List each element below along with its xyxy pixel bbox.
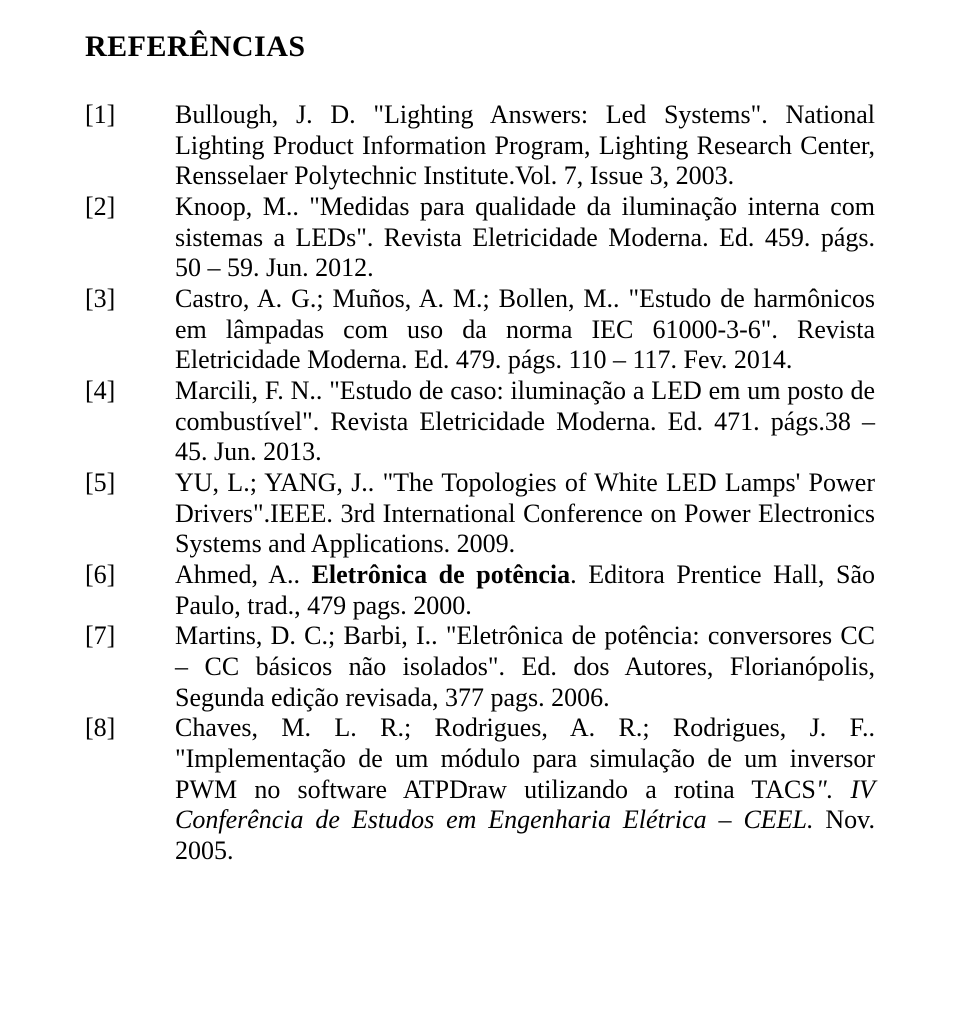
ref-entry: YU, L.; YANG, J.. "The Topologies of Whi…	[175, 468, 875, 560]
ref-number: [7]	[85, 621, 155, 713]
ref-text: Knoop, M.. "Medidas para qualidade da il…	[175, 192, 875, 282]
ref-text: Marcili, F. N.. "Estudo de caso: ilumina…	[175, 376, 875, 466]
ref-entry: Chaves, M. L. R.; Rodrigues, A. R.; Rodr…	[175, 713, 875, 866]
ref-entry: Castro, A. G.; Muños, A. M.; Bollen, M..…	[175, 284, 875, 376]
page-title: REFERÊNCIAS	[85, 30, 875, 64]
ref-text: Ahmed, A..	[175, 560, 312, 589]
ref-number: [8]	[85, 713, 155, 866]
ref-entry: Knoop, M.. "Medidas para qualidade da il…	[175, 192, 875, 284]
ref-text: Martins, D. C.; Barbi, I.. "Eletrônica d…	[175, 621, 875, 711]
ref-entry: Bullough, J. D. "Lighting Answers: Led S…	[175, 100, 875, 192]
ref-entry: Ahmed, A.. Eletrônica de potência. Edito…	[175, 560, 875, 621]
references-list: [1] Bullough, J. D. "Lighting Answers: L…	[85, 100, 875, 867]
ref-number: [2]	[85, 192, 155, 284]
references-page: REFERÊNCIAS [1] Bullough, J. D. "Lightin…	[0, 0, 960, 1026]
ref-number: [5]	[85, 468, 155, 560]
ref-entry: Martins, D. C.; Barbi, I.. "Eletrônica d…	[175, 621, 875, 713]
ref-number: [1]	[85, 100, 155, 192]
ref-text: Bullough, J. D. "Lighting Answers: Led S…	[175, 100, 875, 190]
ref-number: [6]	[85, 560, 155, 621]
ref-text-bold: Eletrônica de potência	[312, 560, 571, 589]
ref-text: Castro, A. G.; Muños, A. M.; Bollen, M..…	[175, 284, 875, 374]
ref-number: [4]	[85, 376, 155, 468]
ref-text: Chaves, M. L. R.; Rodrigues, A. R.; Rodr…	[175, 713, 875, 803]
ref-entry: Marcili, F. N.. "Estudo de caso: ilumina…	[175, 376, 875, 468]
ref-number: [3]	[85, 284, 155, 376]
ref-text: YU, L.; YANG, J.. "The Topologies of Whi…	[175, 468, 875, 558]
